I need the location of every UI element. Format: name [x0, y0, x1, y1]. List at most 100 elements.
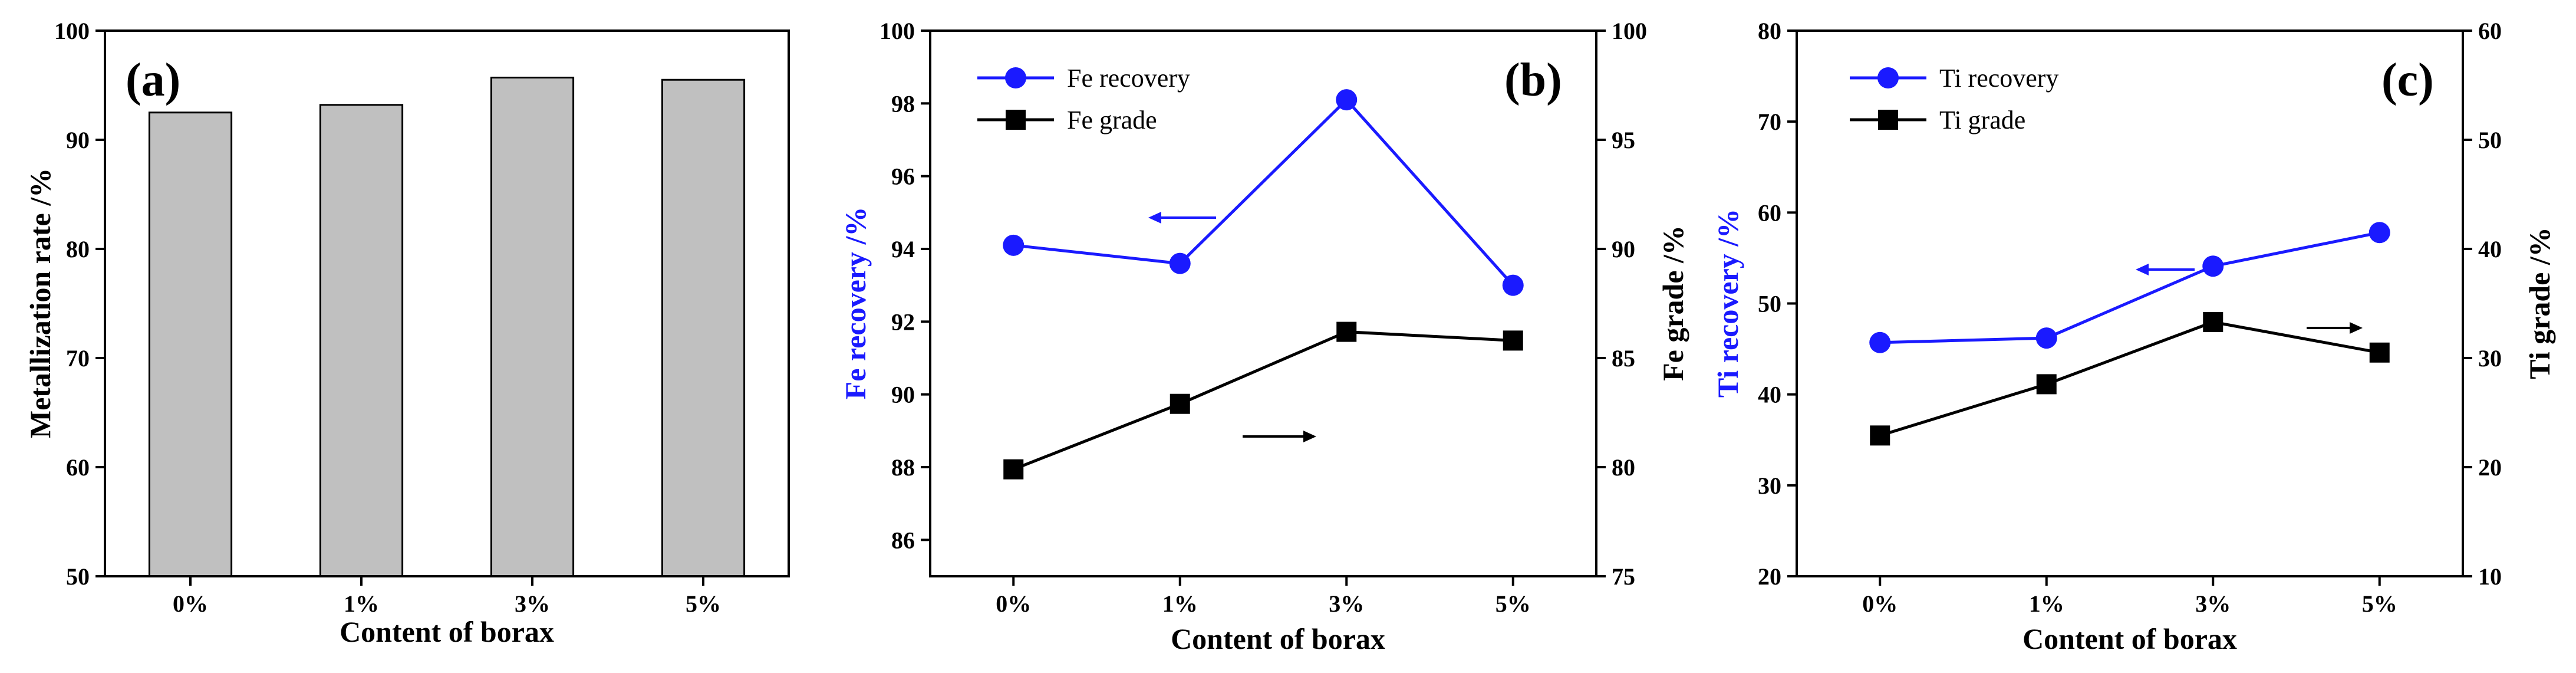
arrow-head-left	[1148, 212, 1161, 224]
y-tick-label: 20	[1758, 563, 1781, 590]
ti-grade-point	[2036, 374, 2057, 395]
ti-grade-point	[1870, 425, 1890, 446]
y-tick-label: 94	[891, 236, 915, 262]
x-tick-label: 1%	[2029, 590, 2064, 617]
x-tick-label: 3%	[515, 590, 550, 617]
fe-grade-point	[1003, 459, 1024, 480]
y2-tick-label: 50	[2478, 127, 2502, 153]
ti-grade-point	[2369, 342, 2390, 363]
x-tick-label: 5%	[2362, 590, 2397, 617]
y-tick-label: 40	[1758, 382, 1781, 408]
y-tick-label: 60	[1758, 199, 1781, 226]
ti-recovery-point	[2202, 255, 2224, 277]
ti-recovery-point	[2035, 327, 2057, 349]
panel-a-metallization-chart: 50 60 70 80 90 100 0% 1% 3% 5% (a) Content of bor…	[24, 18, 790, 648]
y-tick-label: 30	[1758, 472, 1781, 499]
panel-c-ti-chart: 20 30 40 50 60 70 80 10 20 30 40 50 60 0% 1% 3% 5% (c) C…	[1711, 18, 2556, 655]
y2-tick-label: 10	[2478, 563, 2502, 590]
fe-recovery-point	[1169, 252, 1191, 274]
ti-recovery-line	[1880, 231, 2380, 344]
panel-label: (a)	[126, 54, 180, 106]
fe-recovery-line	[1013, 97, 1514, 287]
legend-label-ti-recovery: Ti recovery	[1939, 64, 2058, 93]
y-tick-label: 50	[1758, 291, 1781, 317]
legend-marker-fe-recovery	[1005, 67, 1026, 88]
y-tick-label: 50	[66, 563, 90, 590]
axis-indicator-arrows	[1148, 212, 1316, 442]
bar	[319, 104, 404, 577]
bar	[661, 78, 746, 577]
y-tick-label: 80	[66, 236, 90, 262]
y-tick-label: 60	[66, 454, 90, 481]
y-tick-label: 98	[891, 90, 915, 117]
fe-grade-point	[1336, 321, 1357, 342]
x-axis-label: Content of borax	[1171, 622, 1385, 655]
arrow-head-right	[2350, 322, 2363, 334]
y-tick-label: 70	[1758, 109, 1781, 135]
y2-tick-label: 90	[1612, 236, 1635, 262]
x-tick-label: 0%	[996, 590, 1031, 617]
y-tick-label: 70	[66, 345, 90, 372]
arrow-head-right	[1303, 431, 1316, 442]
y2-tick-label: 60	[2478, 18, 2502, 44]
y-axis-label-left: Ti recovery /%	[1711, 209, 1744, 398]
y2-tick-label: 100	[1612, 18, 1647, 44]
y-axis-label-right: Ti grade /%	[2523, 227, 2556, 379]
y-tick-label: 90	[891, 382, 915, 408]
legend-marker-fe-grade	[1006, 110, 1026, 130]
panel-label: (b)	[1504, 54, 1562, 106]
fe-recovery-point	[1502, 274, 1524, 296]
y-tick-label: 88	[891, 454, 915, 481]
ti-recovery-point	[2369, 222, 2390, 244]
ti-grade-line	[1879, 320, 2380, 437]
x-tick-label: 0%	[1862, 590, 1898, 617]
legend-label-ti-grade: Ti grade	[1939, 106, 2025, 134]
legend: Fe recovery Fe grade	[977, 64, 1190, 134]
y2-tick-label: 80	[1612, 454, 1635, 481]
y2-tick-label: 20	[2478, 454, 2502, 481]
y2-tick-label: 75	[1612, 563, 1635, 590]
fe-grade-point	[1503, 330, 1523, 351]
x-axis-label: Content of borax	[340, 615, 554, 648]
legend-marker-ti-grade	[1878, 110, 1898, 130]
legend-label-fe-grade: Fe grade	[1067, 106, 1157, 134]
fe-recovery-point	[1336, 89, 1358, 111]
y-tick-label: 100	[879, 18, 915, 44]
legend-label-fe-recovery: Fe recovery	[1067, 64, 1190, 93]
y-tick-label: 80	[1758, 18, 1781, 44]
x-tick-label: 1%	[344, 590, 379, 617]
ti-grade-point	[2203, 311, 2223, 332]
x-tick-label: 5%	[686, 590, 721, 617]
y-tick-label: 86	[891, 527, 915, 553]
x-tick-label: 1%	[1162, 590, 1198, 617]
legend: Ti recovery Ti grade	[1850, 64, 2058, 134]
x-tick-label: 5%	[1495, 590, 1531, 617]
fe-recovery-point	[1003, 234, 1025, 256]
y-axis-label-right: Fe grade /%	[1656, 225, 1689, 381]
y2-tick-label: 95	[1612, 127, 1635, 153]
x-tick-label: 0%	[173, 590, 208, 617]
x-axis-label: Content of borax	[2022, 622, 2237, 655]
panel-label: (c)	[2381, 54, 2434, 106]
x-tick-label: 3%	[1329, 590, 1364, 617]
plot-frame	[104, 29, 790, 577]
bar	[490, 77, 575, 577]
y2-tick-label: 85	[1612, 345, 1635, 372]
y-axis-label: Metallization rate /%	[24, 168, 57, 438]
panel-b-fe-chart: 86 88 90 92 94 96 98 100 75 80 85 90 95 100 0% 1% 3% 5% (…	[839, 18, 1689, 655]
ti-recovery-point	[1869, 331, 1891, 353]
y2-tick-label: 30	[2478, 345, 2502, 372]
y-tick-label: 92	[891, 308, 915, 335]
plot-frame	[1796, 29, 2464, 577]
plot-frame	[929, 29, 1597, 577]
y-tick-label: 100	[54, 18, 90, 44]
y-tick-label: 90	[66, 127, 90, 153]
x-tick-label: 3%	[2195, 590, 2231, 617]
y2-tick-label: 40	[2478, 236, 2502, 262]
bar	[148, 111, 233, 577]
legend-marker-ti-recovery	[1877, 67, 1899, 88]
y-tick-label: 96	[891, 163, 915, 190]
arrow-head-left	[2136, 264, 2149, 275]
axis-indicator-arrows	[2136, 264, 2363, 334]
